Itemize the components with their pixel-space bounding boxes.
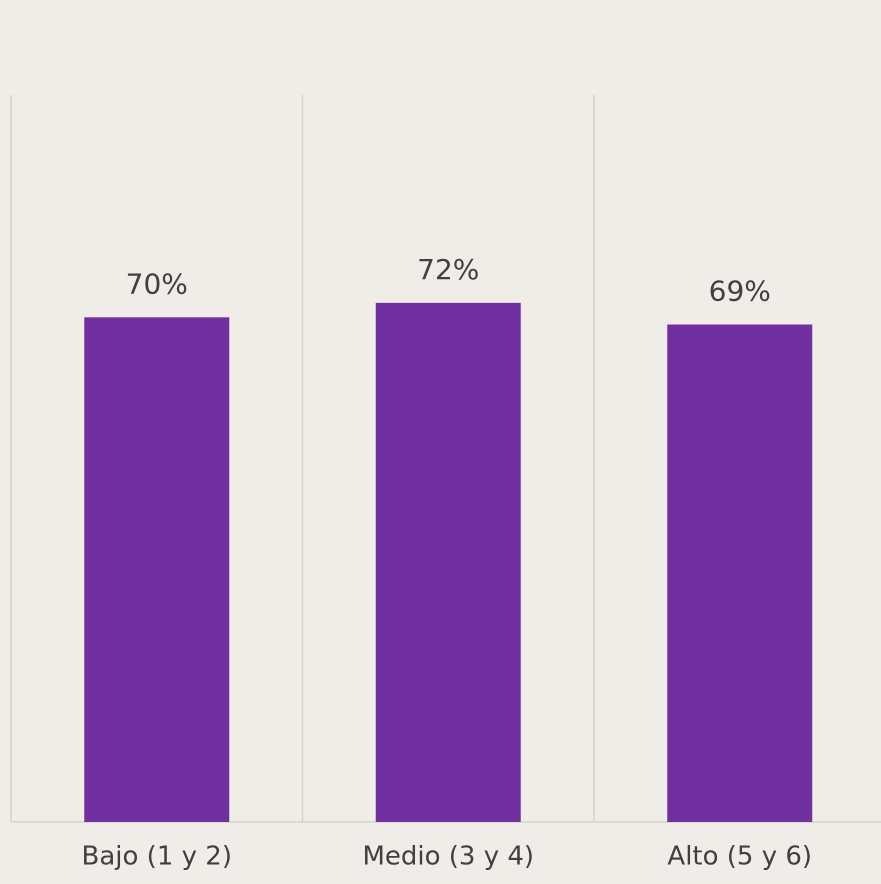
data-label: 69% (709, 275, 771, 308)
data-label: 72% (417, 253, 479, 286)
x-tick-label: Bajo (1 y 2) (82, 842, 232, 872)
page: Bajo (1 y 2) 70% Medio (3 y 4) 72% Alto (5 y… (0, 0, 881, 884)
x-tick-label: Medio (3 y 4) (362, 842, 534, 872)
x-tick-label: Alto (5 y 6) (667, 842, 812, 872)
bar (84, 317, 229, 822)
data-label: 70% (126, 267, 188, 300)
bar (667, 325, 812, 822)
bar (376, 303, 521, 822)
chart: Bajo (1 y 2) 70% Medio (3 y 4) 72% Alto (5 y… (0, 0, 881, 884)
